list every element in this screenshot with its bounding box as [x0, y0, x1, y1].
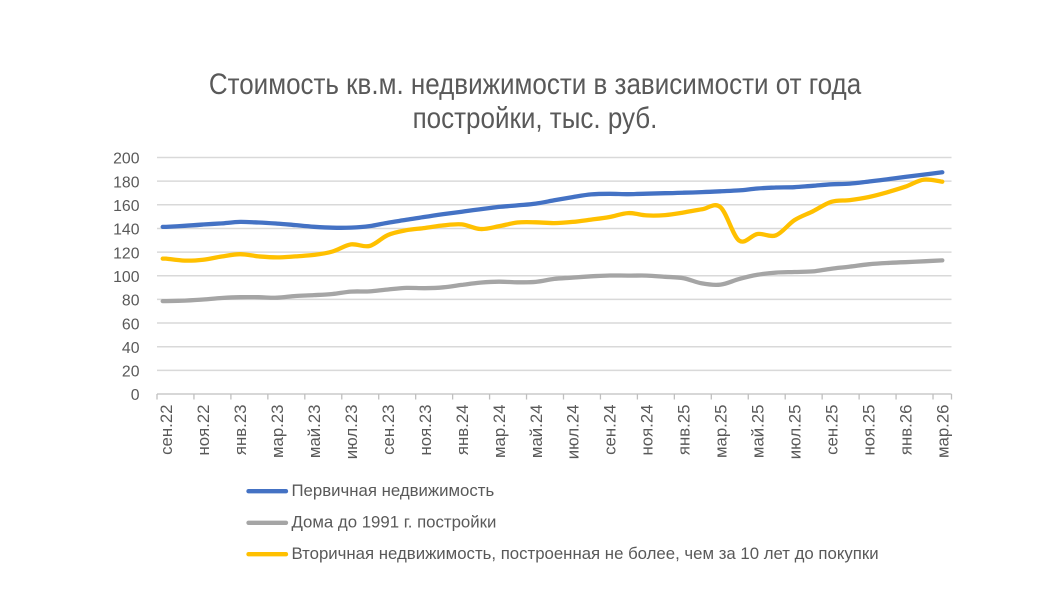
svg-text:сен.24: сен.24: [601, 405, 620, 455]
svg-text:янв.26: янв.26: [896, 405, 915, 456]
svg-text:ноя.25: ноя.25: [859, 405, 878, 456]
svg-text:ноя.22: ноя.22: [194, 405, 213, 456]
svg-text:мар.25: мар.25: [712, 405, 731, 459]
svg-text:100: 100: [113, 269, 140, 286]
svg-text:ноя.23: ноя.23: [416, 405, 435, 456]
svg-text:май.24: май.24: [527, 405, 546, 459]
svg-text:мар.26: мар.26: [933, 405, 952, 459]
svg-text:Стоимость кв.м. недвижимости в: Стоимость кв.м. недвижимости в зависимос…: [209, 68, 862, 101]
svg-text:май.25: май.25: [748, 405, 767, 459]
svg-text:Вторичная недвижимость, постро: Вторичная недвижимость, построенная не б…: [292, 544, 879, 563]
svg-text:60: 60: [122, 316, 140, 333]
svg-text:Дома до 1991 г. постройки: Дома до 1991 г. постройки: [292, 513, 497, 532]
svg-text:постройки, тыс. руб.: постройки, тыс. руб.: [413, 102, 658, 135]
svg-text:80: 80: [122, 293, 140, 310]
svg-text:июл.25: июл.25: [785, 405, 804, 460]
svg-text:июл.24: июл.24: [564, 405, 583, 460]
svg-text:сен.25: сен.25: [822, 405, 841, 455]
svg-text:200: 200: [113, 151, 140, 168]
svg-text:Первичная недвижимость: Первичная недвижимость: [292, 481, 495, 500]
svg-text:140: 140: [113, 222, 140, 239]
svg-text:мар.23: мар.23: [268, 405, 287, 459]
svg-text:40: 40: [122, 340, 140, 357]
svg-text:20: 20: [122, 364, 140, 381]
svg-text:мар.24: мар.24: [490, 405, 509, 459]
svg-text:сен.23: сен.23: [379, 405, 398, 455]
svg-text:ноя.24: ноя.24: [638, 405, 657, 456]
svg-text:0: 0: [131, 387, 140, 404]
svg-text:120: 120: [113, 245, 140, 262]
svg-text:янв.23: янв.23: [231, 405, 250, 456]
svg-text:май.23: май.23: [305, 405, 324, 459]
svg-text:сен.22: сен.22: [157, 405, 176, 455]
svg-text:янв.24: янв.24: [453, 405, 472, 456]
svg-text:180: 180: [113, 174, 140, 191]
svg-text:янв.25: янв.25: [675, 405, 694, 456]
svg-text:160: 160: [113, 198, 140, 215]
svg-text:июл.23: июл.23: [342, 405, 361, 460]
